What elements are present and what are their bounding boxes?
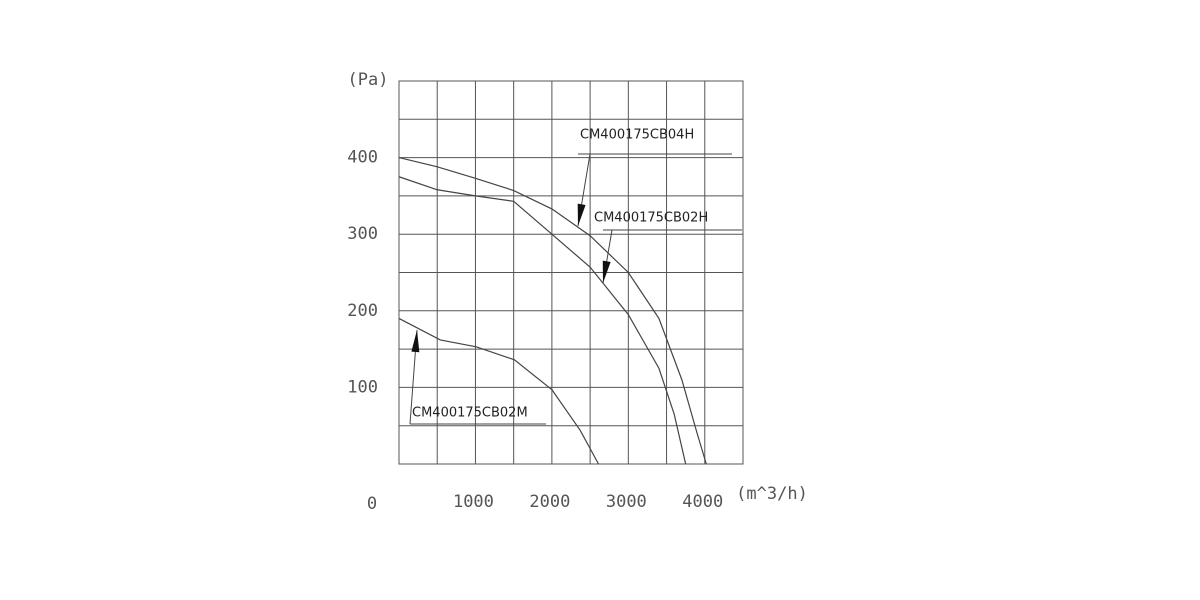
origin-label: 0 — [367, 494, 377, 514]
x-tick-label: 2000 — [529, 492, 570, 512]
x-tick-label: 1000 — [453, 492, 494, 512]
curve — [398, 176, 687, 465]
y-tick-label: 400 — [347, 148, 378, 168]
y-tick-label: 100 — [347, 377, 378, 397]
curve-label: CM400175CB02H — [594, 211, 708, 226]
x-tick-label: 4000 — [682, 492, 723, 512]
x-tick-label: 3000 — [606, 492, 647, 512]
arrow-head — [602, 260, 611, 283]
curve-label: CM400175CB04H — [580, 128, 694, 143]
arrow-head — [577, 203, 586, 226]
y-tick-label: 200 — [347, 301, 378, 321]
curve — [398, 317, 600, 465]
curve — [398, 157, 707, 465]
arrow-head — [411, 330, 420, 353]
x-axis-label: (m^3/h) — [736, 484, 808, 504]
y-tick-label: 300 — [347, 224, 378, 244]
y-axis-label: (Pa) — [348, 70, 389, 90]
curve-label: CM400175CB02M — [412, 406, 528, 421]
